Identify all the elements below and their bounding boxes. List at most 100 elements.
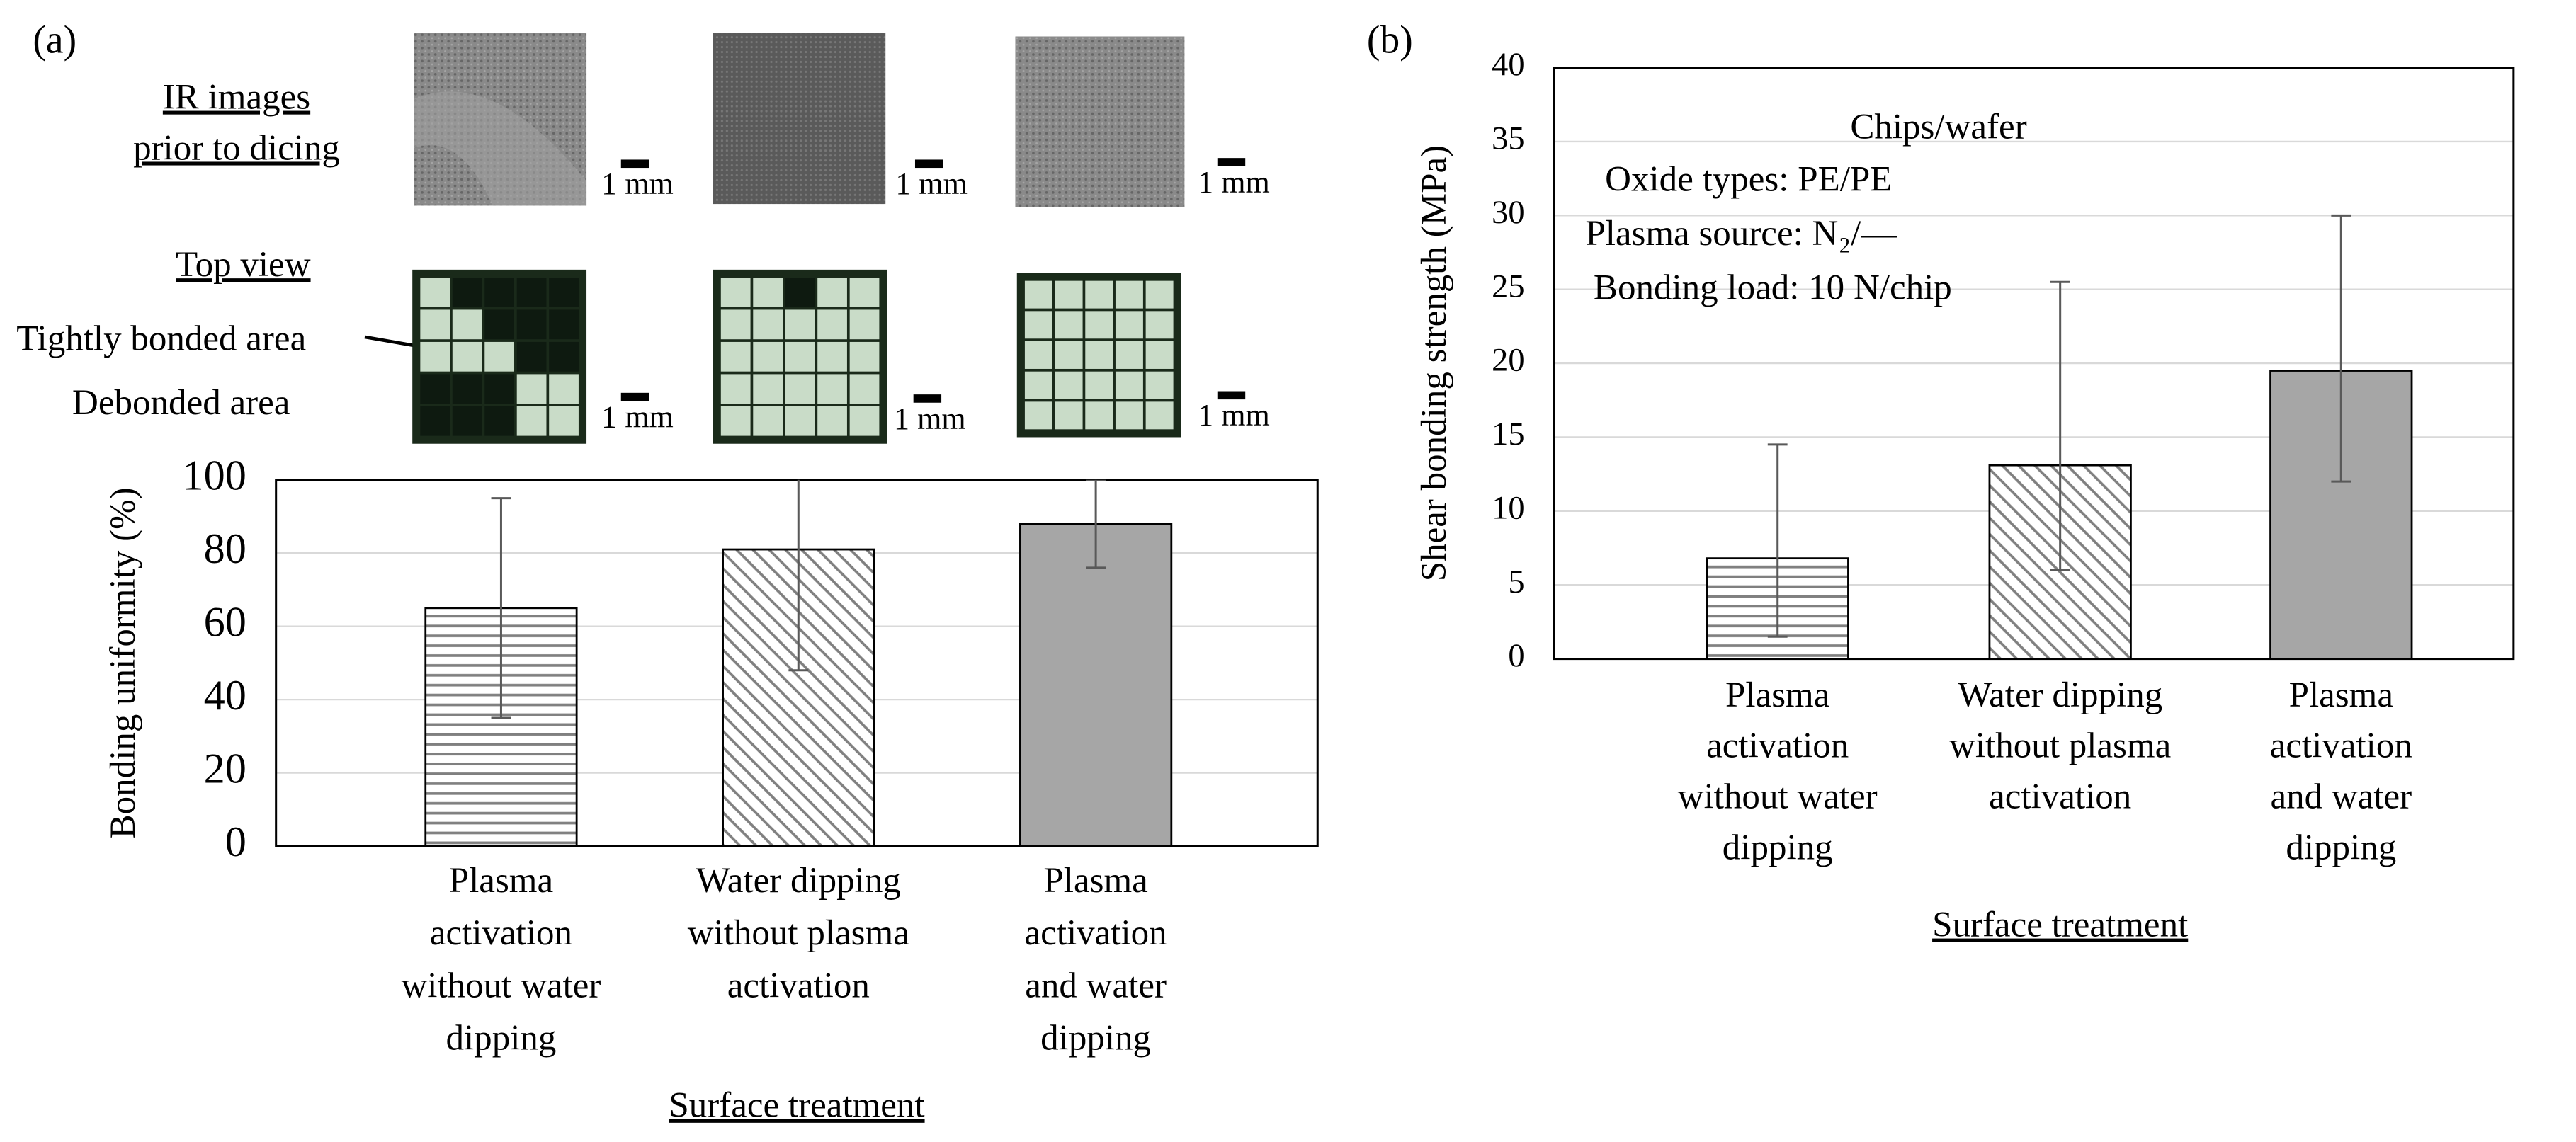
x-tick-label: activation	[1989, 777, 2131, 817]
top-view-cell	[516, 341, 547, 372]
top-view-cell	[753, 309, 783, 340]
panel-label: (b)	[1367, 18, 1413, 62]
top-view-cell	[1024, 371, 1052, 399]
x-tick-label: and water	[1025, 966, 1167, 1005]
x-tick-label: activation	[727, 966, 870, 1005]
top-view-cell	[1115, 311, 1143, 339]
x-tick-label: activation	[2270, 726, 2412, 766]
top-view-cell	[452, 406, 482, 436]
error-bar	[491, 497, 511, 719]
top-view-label: Top view	[176, 245, 311, 285]
top-view-cell	[849, 341, 880, 372]
annotation: Plasma source: N₂/—	[1585, 214, 1897, 253]
bars	[1706, 214, 2413, 660]
top-view-cell	[1085, 311, 1113, 339]
top-view-cell	[753, 374, 783, 404]
bars	[424, 479, 1173, 847]
y-tick-label: 5	[1508, 564, 1524, 600]
y-tick-label: 80	[204, 525, 246, 573]
top-view-cell	[1145, 371, 1174, 399]
scale-bar-label: 1 mm	[601, 400, 674, 435]
x-tick-label: without water	[401, 966, 601, 1005]
panel-label: (a)	[33, 18, 76, 62]
top-view-cell	[753, 278, 783, 307]
top-view-cell	[1055, 401, 1083, 430]
x-tick-label: dipping	[1723, 828, 1833, 868]
top-view-cell	[817, 406, 847, 436]
top-view-cell	[484, 341, 515, 372]
top-view-cell	[1145, 311, 1174, 339]
top-view-cell	[1055, 311, 1083, 339]
ir-label: IR images	[163, 78, 310, 118]
y-tick-label: 15	[1492, 416, 1524, 452]
y-tick-label: 100	[182, 452, 246, 500]
x-tick-label: Plasma	[1043, 861, 1147, 901]
top-view-cell	[420, 406, 450, 436]
top-view-cell	[1024, 401, 1052, 430]
top-view-cell	[420, 278, 450, 307]
scale-bar-label: 1 mm	[1198, 398, 1270, 433]
top-view-cell	[1115, 280, 1143, 309]
x-tick-label: Water dipping	[1958, 675, 2162, 715]
top-view-cell	[753, 406, 783, 436]
tight-label: Tightly bonded area	[16, 319, 306, 359]
top-view-cell	[720, 278, 751, 307]
x-tick-label: Plasma	[2289, 675, 2393, 715]
top-view-cell	[1115, 401, 1143, 430]
annotation: Bonding load: 10 N/chip	[1594, 268, 1952, 308]
y-tick-label: 40	[204, 672, 246, 719]
top-view-cell	[1024, 311, 1052, 339]
scale-bar	[913, 394, 942, 403]
ir-label: prior to dicing	[133, 128, 340, 168]
top-view-cell	[753, 341, 783, 372]
annotation: Oxide types: PE/PE	[1605, 160, 1892, 200]
top-views	[412, 269, 1181, 444]
top-view-cell	[720, 374, 751, 404]
top-view-cell	[452, 309, 482, 340]
annotation: Chips/wafer	[1850, 107, 2026, 147]
top-view-cell	[1085, 341, 1113, 369]
y-axis-label: Bonding uniformity (%)	[103, 487, 143, 838]
top-view-cell	[549, 341, 579, 372]
top-view-cell	[1145, 280, 1174, 309]
y-axis-label: Shear bonding strength (MPa)	[1414, 145, 1454, 581]
top-view-cell	[420, 374, 450, 404]
error-bar	[2331, 214, 2351, 483]
x-tick-label: Plasma	[1725, 675, 1829, 715]
top-view-cell	[1115, 341, 1143, 369]
top-view-cell	[720, 341, 751, 372]
y-tick-label: 20	[1492, 343, 1524, 379]
y-tick-label: 0	[225, 818, 246, 866]
top-view-cell	[516, 406, 547, 436]
bar	[1019, 523, 1173, 847]
top-view-cell	[1024, 280, 1052, 309]
x-axis-label: Surface treatment	[1932, 906, 2188, 945]
scale-bar-label: 1 mm	[1198, 165, 1270, 200]
top-view-cell	[484, 374, 515, 404]
x-tick-label: without plasma	[688, 913, 909, 953]
error-bar	[788, 479, 809, 672]
error-bar	[1767, 443, 1788, 638]
top-view-cell	[516, 309, 547, 340]
top-view-cell	[720, 406, 751, 436]
y-tick-label: 0	[1508, 638, 1524, 674]
top-view-cell	[849, 406, 880, 436]
x-tick-label: dipping	[1040, 1019, 1151, 1058]
top-view-cell	[1085, 280, 1113, 309]
scale-bar	[620, 159, 649, 169]
top-view-cell	[785, 341, 815, 372]
top-view-cell	[1145, 401, 1174, 430]
y-tick-label: 60	[204, 599, 246, 646]
bar	[2269, 370, 2413, 660]
y-tick-label: 30	[1492, 195, 1524, 231]
y-tick-label: 25	[1492, 268, 1524, 304]
top-view-cell	[1115, 371, 1143, 399]
x-tick-label: activation	[1025, 913, 1167, 953]
top-view-cell	[849, 278, 880, 307]
ir-shade	[414, 91, 587, 206]
x-axis-label: Surface treatment	[669, 1086, 924, 1126]
top-view-cell	[817, 278, 847, 307]
top-view-cell	[785, 374, 815, 404]
x-tick-label: Water dipping	[696, 861, 901, 901]
